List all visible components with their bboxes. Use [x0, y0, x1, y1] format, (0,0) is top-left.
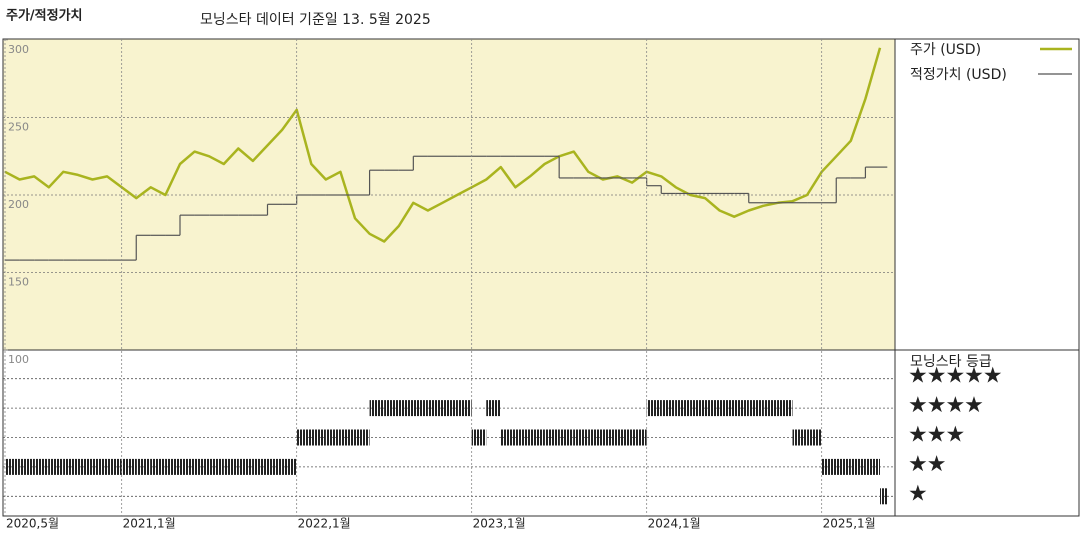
rating-label: ★ — [908, 481, 927, 506]
chart-title: 주가/적정가치 — [6, 8, 83, 24]
rating-bar — [63, 458, 78, 475]
rating-bar — [136, 458, 151, 475]
rating-bar — [850, 458, 866, 475]
x-tick-label: 2020,5월 — [6, 517, 59, 531]
rating-bar — [748, 400, 764, 417]
rating-bar — [646, 400, 662, 417]
rating-bar — [369, 400, 385, 417]
y-tick-label: 250 — [8, 121, 29, 134]
x-tick-label: 2022,1월 — [298, 517, 351, 531]
frame — [2, 38, 1080, 517]
rating-bar — [194, 458, 210, 475]
rating-title: 모닝스타 등급 — [910, 354, 992, 370]
rating-bar — [325, 429, 341, 446]
rating-bar — [180, 458, 195, 475]
rating-bar — [675, 400, 691, 417]
rating-bar — [355, 429, 370, 446]
price-panel — [3, 39, 895, 350]
rating-bar — [121, 458, 137, 475]
rating-bar — [34, 458, 49, 475]
rating-bar — [719, 400, 735, 417]
x-tick-label: 2024,1월 — [648, 517, 701, 531]
rating-bar — [19, 458, 35, 475]
rating-bar — [661, 400, 676, 417]
rating-label: ★★ — [908, 452, 946, 477]
rating-bar — [602, 429, 618, 446]
rating-bar — [165, 458, 180, 475]
chart-subtitle: 모닝스타 데이터 기준일 13. 5월 2025 — [200, 12, 431, 28]
rating-bar — [340, 429, 355, 446]
legend-label: 적정가치 (USD) — [910, 67, 1007, 83]
rating-bar — [267, 458, 283, 475]
x-tick-label: 2021,1월 — [123, 517, 176, 531]
x-tick-label: 2025,1월 — [823, 517, 876, 531]
rating-bar — [734, 400, 749, 417]
rating-bar — [77, 458, 93, 475]
rating-bar — [252, 458, 268, 475]
rating-bar — [617, 429, 633, 446]
rating-bar — [48, 458, 64, 475]
rating-bar — [777, 400, 793, 417]
rating-bar — [690, 400, 705, 417]
rating-bar — [92, 458, 108, 475]
rating-bar — [836, 458, 851, 475]
y-tick-label: 200 — [8, 198, 29, 211]
rating-label: ★★★★ — [908, 393, 983, 418]
rating-bar — [544, 429, 560, 446]
rating-bar — [500, 429, 516, 446]
rating-bar — [486, 400, 501, 417]
legend-label: 주가 (USD) — [910, 42, 981, 58]
rating-bar — [530, 429, 545, 446]
rating-bar — [311, 429, 326, 446]
rating-bar — [209, 458, 224, 475]
rating-bar — [559, 429, 574, 446]
price-line — [4, 47, 882, 243]
rating-bar — [5, 458, 20, 475]
rating-bar — [413, 400, 428, 417]
rating-bar — [427, 400, 443, 417]
rating-bar — [865, 458, 880, 475]
rating-bar — [471, 429, 487, 446]
rating-label: ★★★★★ — [908, 364, 1002, 389]
rating-bar — [632, 429, 647, 446]
rating-bar — [238, 458, 253, 475]
x-tick-label: 2023,1월 — [473, 517, 526, 531]
rating-bar — [296, 429, 312, 446]
rating-bar — [792, 429, 808, 446]
rating-bar — [573, 429, 589, 446]
rating-bar — [107, 458, 122, 475]
rating-bar — [588, 429, 603, 446]
rating-bar — [807, 429, 822, 446]
rating-bar — [398, 400, 414, 417]
rating-bar — [384, 400, 399, 417]
rating-bar — [457, 400, 472, 417]
rating-label: ★★★ — [908, 423, 964, 448]
rating-bar — [763, 400, 778, 417]
y-tick-label: 300 — [8, 43, 29, 56]
rating-bar — [442, 400, 458, 417]
rating-bar — [150, 458, 166, 475]
rating-bar — [821, 458, 837, 475]
rating-bar — [282, 458, 297, 475]
rating-bar — [880, 488, 888, 505]
rating-bar — [223, 458, 239, 475]
rating-bar — [515, 429, 530, 446]
y-tick-label: 150 — [8, 276, 29, 289]
rating-bar — [705, 400, 720, 417]
y-tick-label: 100 — [8, 353, 29, 366]
